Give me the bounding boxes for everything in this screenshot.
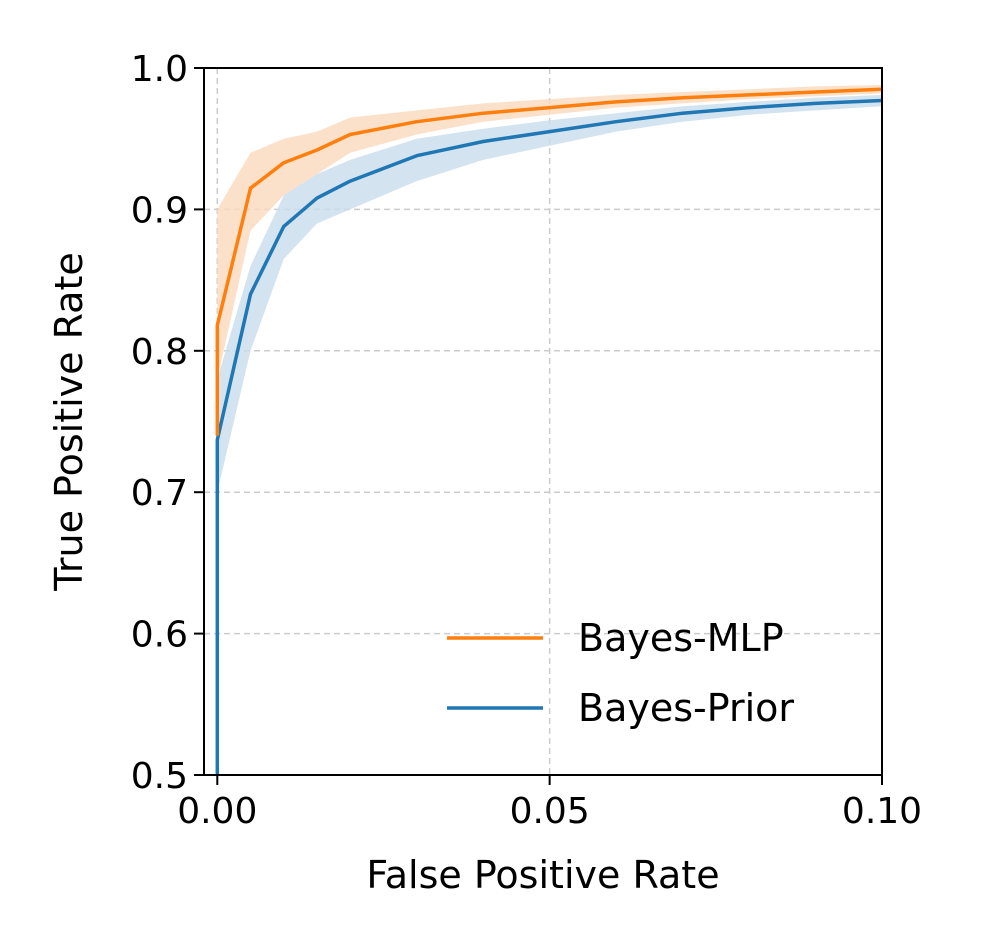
y-tick-label-4: 0.9 xyxy=(131,190,188,231)
y-tick-label-5: 1.0 xyxy=(131,49,188,90)
legend: Bayes-MLP Bayes-Prior xyxy=(447,616,794,730)
y-tick-label-0: 0.5 xyxy=(131,756,188,797)
line-bayes-mlp xyxy=(215,87,883,436)
y-tick-label-2: 0.7 xyxy=(131,473,188,514)
series-lines xyxy=(215,87,883,775)
y-axis-ticks: 0.5 0.6 0.7 0.8 0.9 1.0 xyxy=(131,49,204,797)
x-tick-label-2: 0.10 xyxy=(842,791,922,832)
legend-label-bayes-mlp: Bayes-MLP xyxy=(578,616,784,660)
y-tick-label-1: 0.6 xyxy=(131,615,188,656)
plot-frame xyxy=(203,67,883,776)
y-axis-label: True Positive Rate xyxy=(47,252,91,592)
legend-label-bayes-prior: Bayes-Prior xyxy=(578,686,794,730)
line-bayes-prior xyxy=(215,98,883,775)
x-axis-label: False Positive Rate xyxy=(366,853,719,897)
y-tick-label-3: 0.8 xyxy=(131,332,188,373)
x-tick-label-0: 0.00 xyxy=(177,791,257,832)
x-axis-ticks: 0.00 0.05 0.10 xyxy=(177,775,922,832)
x-tick-label-1: 0.05 xyxy=(510,791,590,832)
